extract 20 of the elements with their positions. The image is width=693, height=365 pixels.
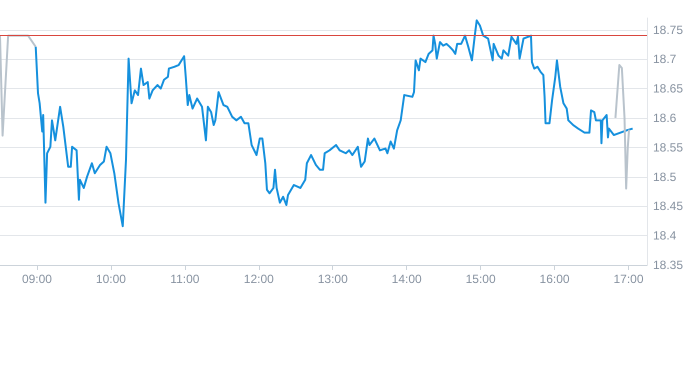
x-tick-label: 14:00 xyxy=(392,272,422,286)
y-tick-label: 18.7 xyxy=(653,52,677,66)
y-tick-label: 18.4 xyxy=(653,228,677,243)
x-tick-label: 12:00 xyxy=(244,272,274,286)
x-tick-label: 09:00 xyxy=(22,272,52,286)
x-tick-label: 15:00 xyxy=(466,272,496,286)
y-tick-label: 18.55 xyxy=(653,140,684,154)
y-tick-label: 18.6 xyxy=(653,110,677,125)
y-tick-label: 18.35 xyxy=(653,258,684,272)
x-tick-label: 13:00 xyxy=(318,272,348,286)
x-tick-label: 10:00 xyxy=(96,272,126,286)
y-tick-label: 18.75 xyxy=(653,22,684,37)
y-tick-label: 18.65 xyxy=(653,82,684,96)
x-tick-label: 17:00 xyxy=(614,272,644,286)
y-tick-label: 18.45 xyxy=(653,199,684,214)
line-series xyxy=(34,19,634,228)
line-series xyxy=(614,64,630,190)
x-tick-label: 11:00 xyxy=(170,272,200,286)
y-tick-label: 18.5 xyxy=(653,170,677,184)
x-tick-label: 16:00 xyxy=(540,272,570,286)
